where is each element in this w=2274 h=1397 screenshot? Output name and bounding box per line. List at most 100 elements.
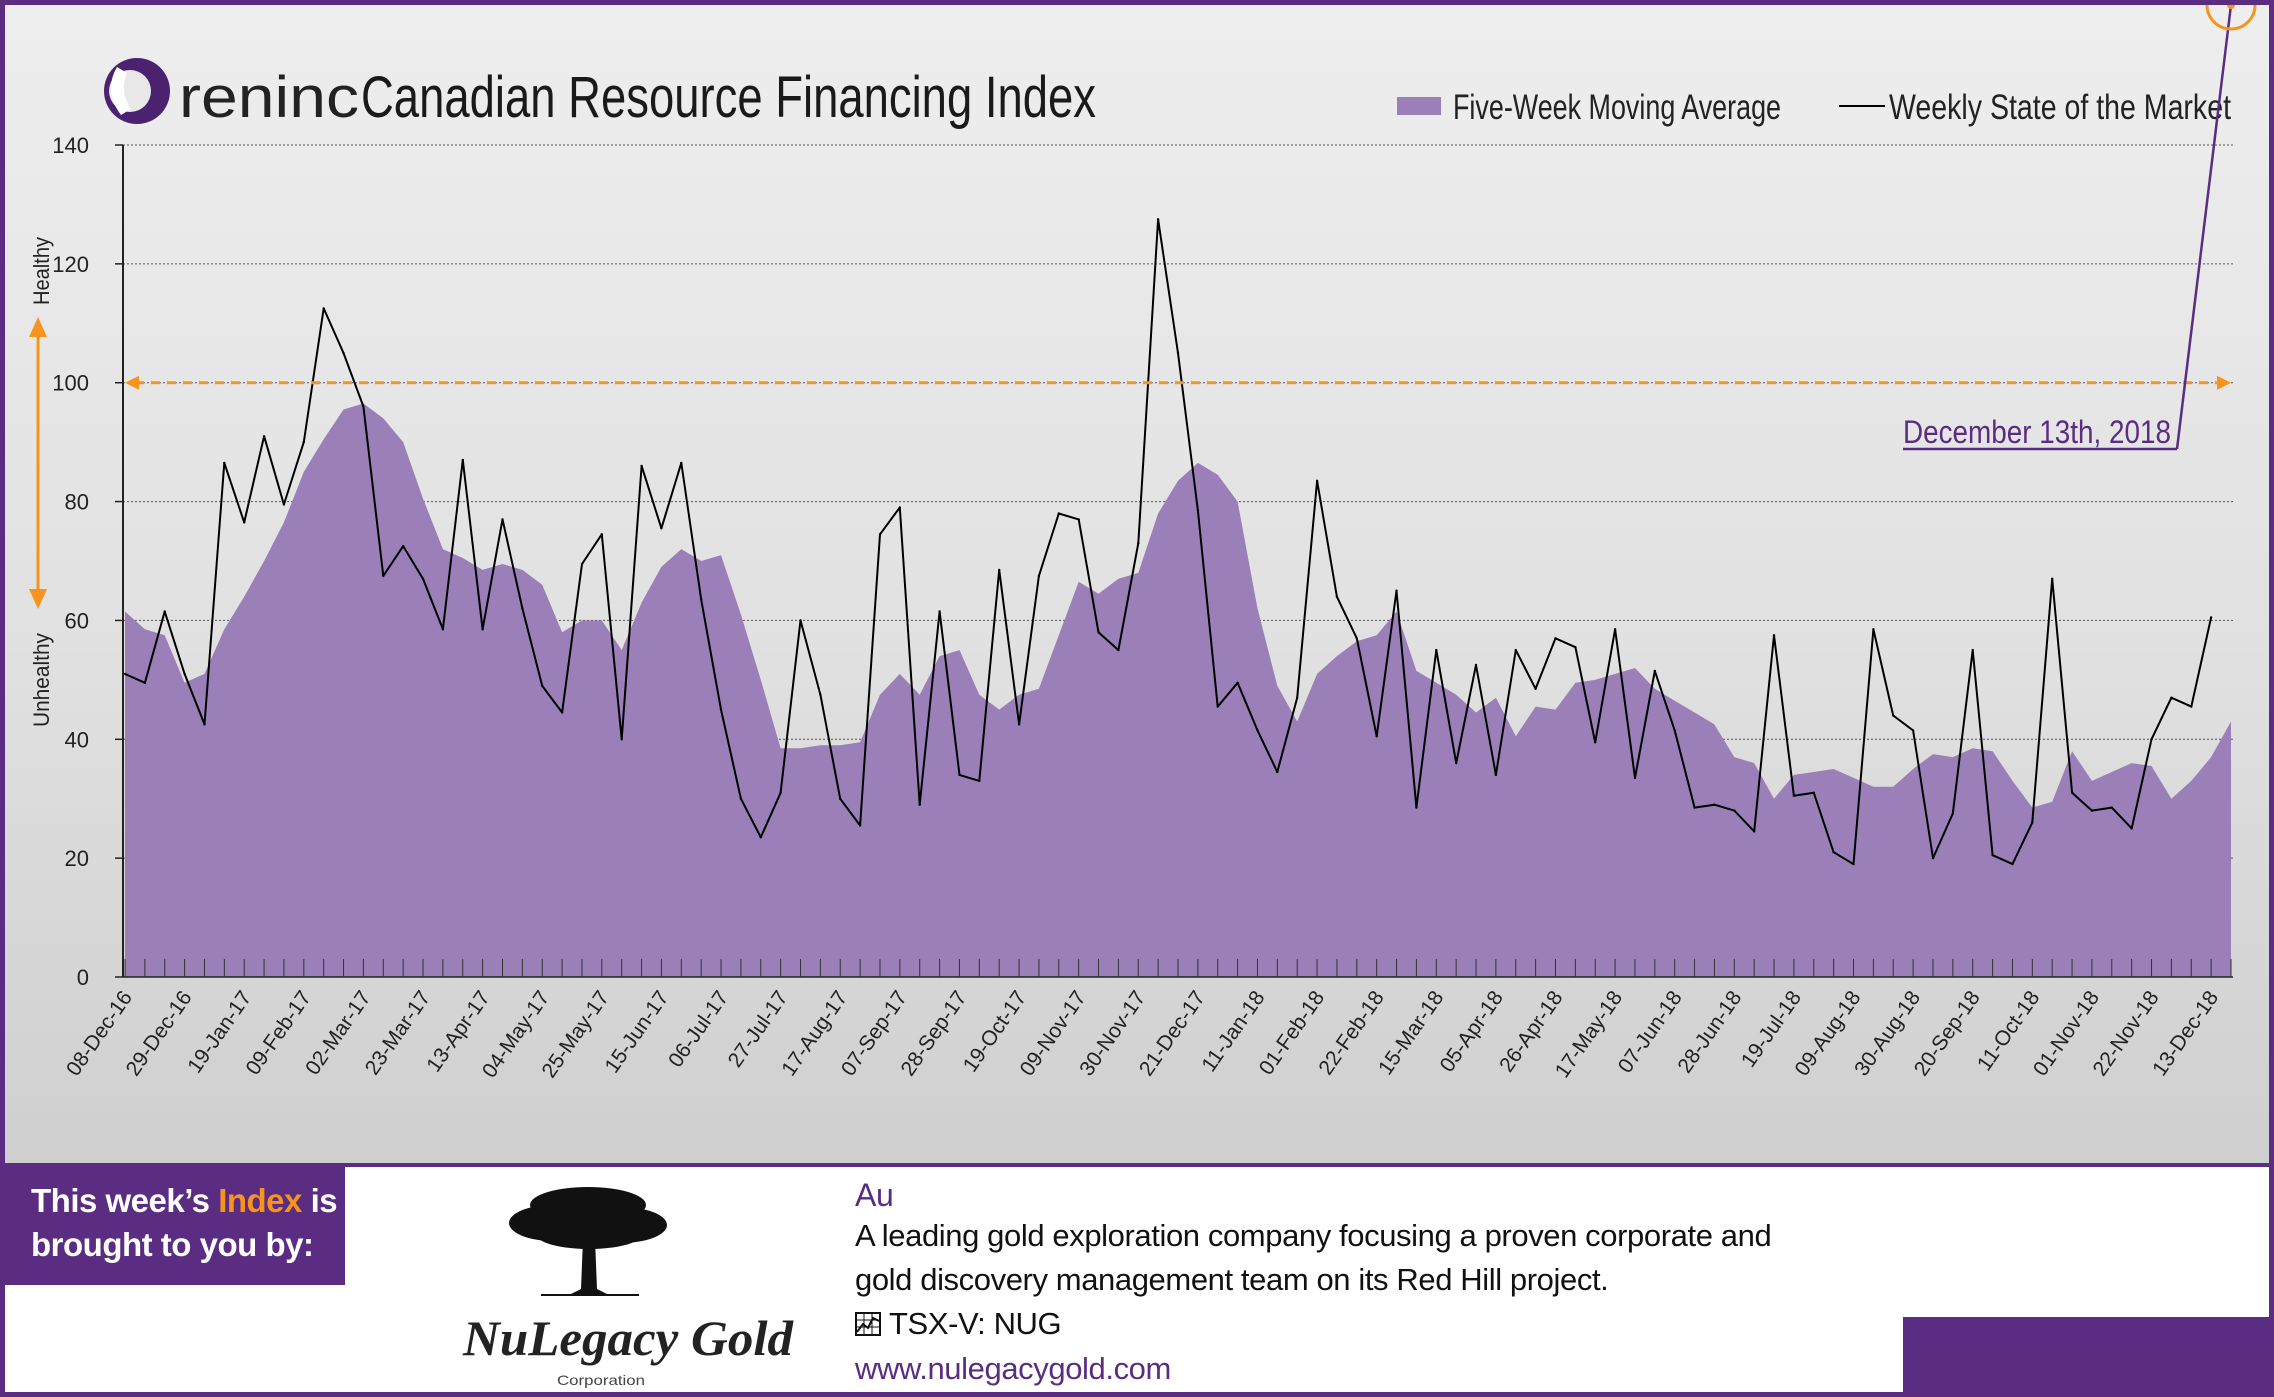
- line-point: [1156, 218, 1160, 221]
- line-point: [719, 708, 723, 711]
- sponsor-panel: This week’s Index is brought to you by: …: [5, 1163, 2269, 1392]
- line-point: [998, 568, 1001, 572]
- line-point: [1852, 862, 1855, 866]
- line-point: [1753, 830, 1756, 833]
- line-point: [1574, 646, 1577, 649]
- line-point: [243, 521, 246, 524]
- line-point: [1395, 589, 1398, 592]
- healthy-label: Healthy: [29, 237, 54, 305]
- line-point: [1653, 669, 1657, 673]
- line-point: [461, 458, 464, 462]
- area-layer: [125, 403, 2231, 977]
- series-area-five-week-average: [125, 403, 2231, 977]
- line-point: [580, 562, 584, 566]
- chart-svg: 0 20 40 60 80 100 120 140 08-Dec-1629-Dec-1619-…: [29, 5, 2257, 1082]
- sponsor-intro-line2: brought to you by:: [31, 1226, 314, 1263]
- line-point: [501, 518, 504, 521]
- series-line-weekly: [124, 218, 2213, 866]
- sponsor-description-line2: gold discovery management team on its Re…: [855, 1262, 1609, 1297]
- axis-layer: 0 20 40 60 80 100 120 140: [52, 133, 2233, 990]
- unhealthy-label: Unhealthy: [29, 633, 54, 727]
- line-point: [441, 628, 445, 631]
- line-point: [282, 503, 286, 506]
- line-point: [1991, 854, 1994, 857]
- line-point: [1137, 542, 1140, 545]
- line-point: [2051, 577, 2054, 580]
- brand-logo-swoosh: [110, 67, 131, 115]
- line-point: [1057, 512, 1061, 515]
- line-point: [1733, 809, 1736, 812]
- line-point: [1892, 714, 1895, 717]
- health-double-arrow: [29, 317, 47, 609]
- line-point: [322, 307, 325, 310]
- chart-title: Canadian Resource Financing Index: [361, 65, 1096, 130]
- line-point: [600, 533, 603, 536]
- line-point: [978, 779, 981, 783]
- line-point: [2110, 806, 2113, 809]
- line-point: [1117, 648, 1120, 652]
- line-layer: [123, 218, 2213, 866]
- sponsor-url-link[interactable]: www.nulegacygold.com: [855, 1351, 1171, 1386]
- sponsor-details: Au A leading gold exploration company fo…: [855, 1167, 1855, 1392]
- line-point: [1077, 518, 1080, 521]
- line-point: [481, 628, 484, 631]
- health-arrow-down: [29, 589, 47, 609]
- line-point: [1415, 806, 1418, 809]
- y-tick-label: 40: [65, 727, 89, 752]
- line-point: [2170, 696, 2173, 699]
- sponsor-logo-graphic: NuLegacy Gold Corporation: [462, 1187, 794, 1388]
- corner-accent-bar: [1903, 1317, 2269, 1392]
- annotation-highlight-circle: [2205, 5, 2257, 31]
- line-point: [560, 711, 564, 714]
- line-point: [382, 574, 385, 578]
- line-point: [1435, 648, 1438, 652]
- line-point: [898, 506, 901, 509]
- annotation-highlight-dot: [2227, 5, 2235, 9]
- line-point: [1236, 681, 1239, 684]
- line-point: [2190, 705, 2193, 708]
- line-point: [1633, 776, 1637, 780]
- y-tick-label: 100: [52, 371, 89, 396]
- line-point: [1534, 687, 1537, 690]
- y-tick-label: 80: [65, 490, 89, 515]
- line-point: [700, 598, 703, 601]
- line-point: [2011, 862, 2014, 866]
- line-point: [2150, 738, 2153, 741]
- line-point: [2070, 791, 2074, 794]
- line-point: [1693, 806, 1696, 809]
- line-point: [541, 684, 544, 687]
- legend-area-label: Five-Week Moving Average: [1453, 88, 1781, 127]
- reference-arrow-right: [2217, 375, 2231, 390]
- line-point: [1216, 705, 1219, 708]
- line-point: [779, 791, 782, 794]
- y-tick-label: 60: [65, 608, 89, 633]
- line-point: [680, 461, 683, 465]
- sponsor-ticker: TSX-V: NUG: [889, 1306, 1062, 1341]
- brand-logo: [104, 58, 170, 124]
- sponsor-logo[interactable]: NuLegacy Gold Corporation: [445, 1177, 815, 1392]
- sponsor-logo-name: NuLegacy Gold: [462, 1310, 794, 1366]
- stock-chart-icon: [855, 1312, 881, 1336]
- sponsor-logo-subtitle: Corporation: [557, 1372, 645, 1388]
- line-point: [1474, 663, 1478, 667]
- line-point: [1276, 770, 1279, 774]
- line-point: [620, 738, 623, 741]
- date-annotation: December 13th, 2018: [1903, 5, 2257, 451]
- line-point: [1256, 729, 1259, 732]
- chart-area: 0 20 40 60 80 100 120 140 08-Dec-16 29-Dec-16 19-…: [5, 5, 2269, 1163]
- line-point: [938, 610, 941, 613]
- line-point: [143, 681, 147, 684]
- line-point: [640, 464, 643, 468]
- y-tick-label: 20: [65, 846, 89, 871]
- line-point: [421, 577, 425, 580]
- y-tick-label: 140: [52, 133, 89, 158]
- line-point: [123, 672, 127, 676]
- legend-area-swatch: [1397, 97, 1441, 115]
- line-point: [1872, 628, 1875, 631]
- line-point: [1713, 803, 1716, 806]
- line-point: [1931, 856, 1935, 860]
- line-point: [1335, 595, 1339, 598]
- line-point: [958, 773, 961, 777]
- line-point: [163, 610, 166, 613]
- sponsor-intro-part1: This week’s: [31, 1182, 210, 1219]
